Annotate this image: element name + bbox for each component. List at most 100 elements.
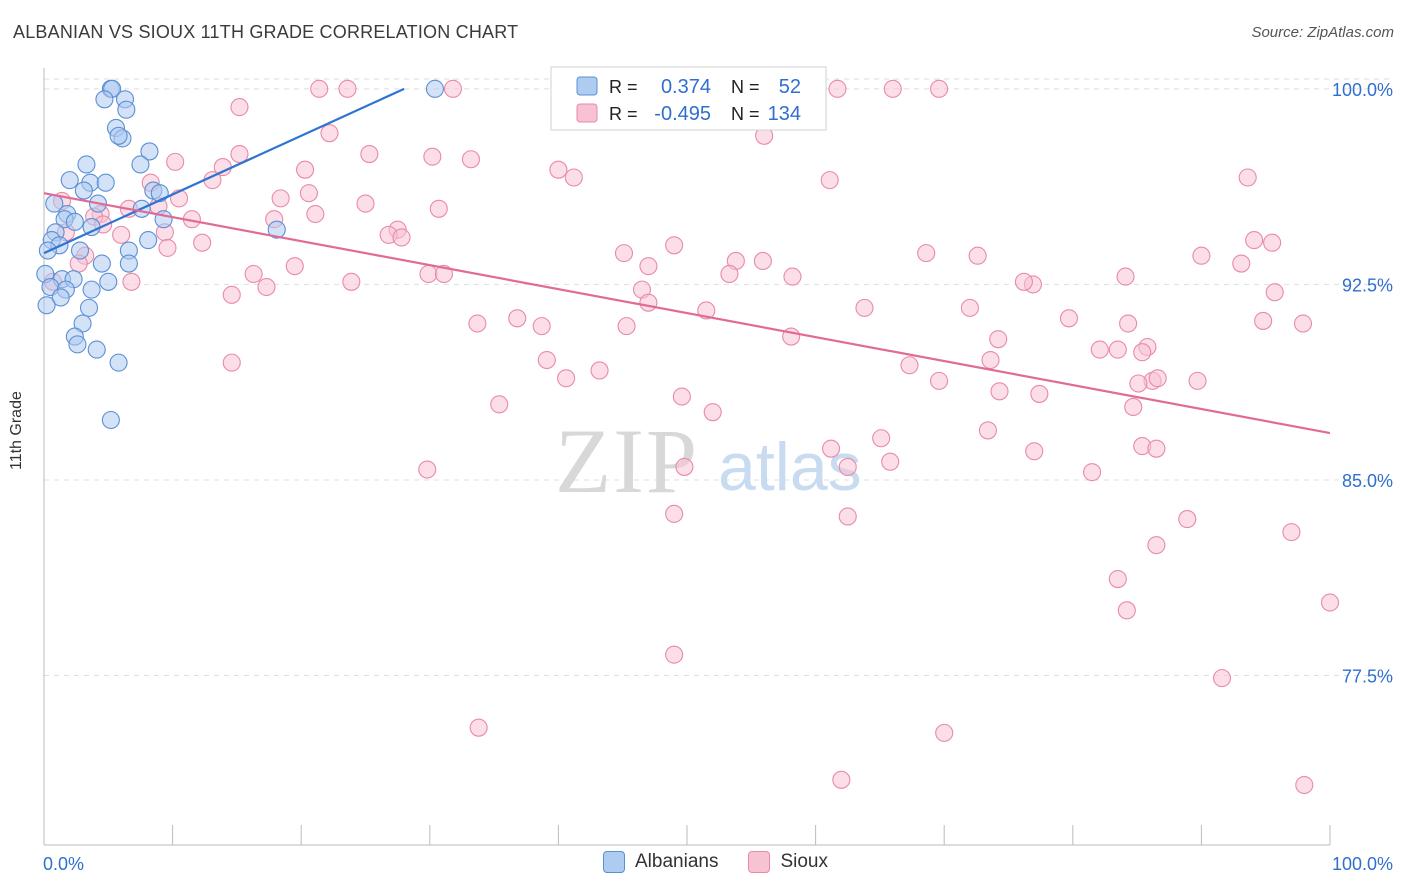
sioux-point [697,301,716,320]
sioux-point [703,403,722,422]
sioux-point [900,356,919,375]
albanians-point [51,288,70,307]
albanians-point [140,142,159,161]
sioux-point [338,79,357,98]
sioux-point [872,429,891,448]
sioux-point [1148,369,1167,388]
sioux-point [881,452,900,471]
albanians-point [77,155,96,174]
sioux-point [990,382,1009,401]
sioux-point [222,285,241,304]
albanians-point [109,126,128,145]
watermark-zip: ZIP [555,410,699,512]
sioux-point [537,350,556,370]
sioux-point [1108,340,1127,359]
sioux-point [360,144,379,164]
sioux-point [1147,536,1166,555]
sioux-trend-line [43,192,1331,435]
sioux-point [665,645,684,664]
sioux-point [1178,510,1197,529]
sioux-point [828,79,847,98]
sioux-point [166,152,185,171]
sioux-point [1133,343,1152,362]
albanians-legend-label: Albanians [635,851,719,872]
albanians-point [99,272,118,291]
legend-n-value-2: 134 [768,103,801,125]
sioux-point [753,251,772,270]
sioux-point [1320,593,1340,612]
legend-n-label-2: N = [731,104,760,124]
sioux-point [820,171,839,190]
sioux-point [1188,371,1207,390]
sioux-point [271,189,290,208]
sioux-point [342,272,361,291]
sioux-point [639,293,658,312]
sioux-point [1090,340,1109,359]
albanians-point [117,100,136,119]
albanians-point [139,231,158,250]
source-label: Source: ZipAtlas.com [1251,24,1394,41]
sioux-point [1108,569,1127,589]
sioux-point [989,330,1008,349]
x-tick-label: 100.0% [1332,854,1393,874]
sioux-point [1245,231,1264,250]
sioux-point [122,272,141,291]
sioux-point [1192,246,1211,265]
sioux-point [469,718,488,737]
sioux-point [665,236,684,255]
legend-albanians-swatch [576,76,598,96]
sioux-point [557,369,576,388]
albanians-point [68,335,87,354]
watermark: ZIP atlas [555,410,862,512]
legend-item-sioux[interactable]: Sioux [748,851,828,873]
albanians-point [87,340,106,359]
stats-legend: R = 0.374 N = 52 R = -0.495 N = 134 [550,66,827,131]
sioux-point [968,246,987,265]
sioux-point [461,150,481,169]
sioux-point [112,225,131,244]
albanians-point [101,410,120,430]
sioux-point [564,168,583,187]
sioux-point [590,361,609,380]
albanians-trend-line [43,87,405,255]
sioux-point [1238,168,1257,187]
sioux-point [1119,314,1138,333]
sioux-point [1014,272,1033,291]
sioux-point [490,395,509,414]
albanians-point [131,155,150,174]
trend-lines [43,87,1331,435]
sioux-point [883,79,902,98]
sioux-point [935,723,954,742]
sioux-legend-label: Sioux [780,851,828,872]
albanians-point [119,254,138,273]
legend-n-label-1: N = [731,77,760,97]
sioux-point [1265,283,1284,302]
legend-item-albanians[interactable]: Albanians [603,851,718,873]
albanians-point [425,79,444,98]
sioux-point [222,353,241,372]
sioux-point [320,124,339,143]
watermark-atlas: atlas [718,429,862,505]
sioux-point [838,457,857,476]
albanians-point [37,296,56,315]
sioux-point [310,79,329,98]
albanians-point [150,184,169,203]
sioux-point [549,160,568,179]
sioux-point [1212,669,1232,688]
albanians-point [60,171,79,190]
sioux-point [665,504,684,523]
sioux-point [917,244,936,263]
chart-title: ALBANIAN VS SIOUX 11TH GRADE CORRELATION… [13,22,519,42]
sioux-point [1147,439,1166,458]
sioux-point [244,264,263,284]
legend-r-label-2: R = [609,104,638,124]
sioux-point [429,199,448,218]
sioux-point [434,264,453,284]
sioux-point [296,160,315,179]
sioux-point [299,184,318,203]
sioux-point [1117,601,1136,620]
albanians-point [109,353,128,372]
sioux-point [960,298,979,317]
sioux-point [1254,311,1273,330]
